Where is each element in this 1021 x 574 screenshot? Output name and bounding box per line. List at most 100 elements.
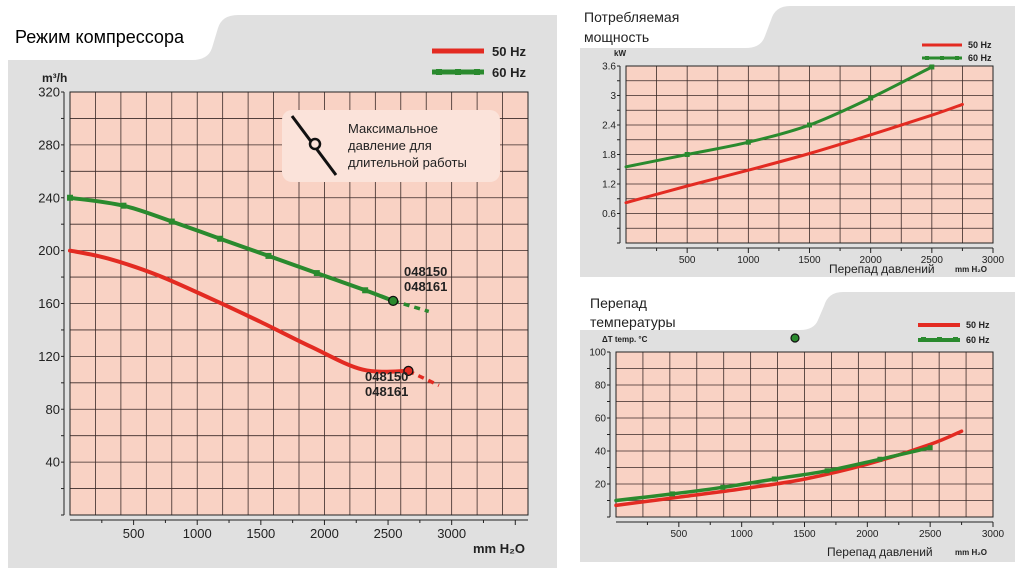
power-x-tick-label: 2500 [921,255,944,266]
power-marker-60hz [684,152,690,157]
power-x-tick-label: 500 [679,255,696,266]
annotation-line-3: длительной работы [348,155,467,170]
flow-ylabel: m³/h [42,71,67,85]
model-label-50hz-2: 048161 [365,384,408,399]
power-x-tick-label: 1500 [798,255,821,266]
flow-x-tick-label: 1500 [246,526,275,541]
model-label-60hz-1: 048150 [404,264,447,279]
flow-marker-60hz [265,252,272,259]
flow-y-tick-label: 120 [38,349,60,364]
power-x-tick-label: 2000 [860,255,883,266]
temp-line-50hz [614,429,964,508]
power-y-tick-label: 3.6 [602,62,616,73]
power-y-tick-label: 1.8 [602,150,616,161]
temp-marker-60hz [670,491,676,497]
power-xunit: mm H₂O [955,265,987,274]
power-y-tick-label: 2.4 [602,121,616,132]
flow-marker-60hz [217,235,224,242]
temp-x-tick-label: 3000 [982,529,1005,540]
temp-marker-60hz [824,468,830,474]
temp-y-tick-label: 20 [595,480,607,491]
flow-y-tick-label: 40 [46,455,60,470]
max-pressure-annotation: Максимальное давление для длительной раб… [282,110,500,182]
flow-x-tick-label: 500 [123,526,145,541]
temp-y-tick-label: 40 [595,447,607,458]
power-marker-60hz [745,139,751,145]
flow-extension-50hz [407,369,440,388]
flow-x-tick-label: 2000 [310,526,339,541]
temp-y-tick-label: 100 [589,348,606,359]
flow-y-tick-label: 160 [38,296,60,311]
temp-y-tick-label: 60 [595,414,607,425]
flow-legend-60hz: 60 Hz [492,65,526,80]
power-title-line2: мощность [584,29,649,45]
flow-marker-60hz [362,287,369,294]
flow-x-tick-label: 2500 [374,526,403,541]
flow-legend-50hz: 50 Hz [492,44,526,59]
temp-marker-60hz [771,476,777,482]
annotation-line-1: Максимальное [348,121,438,136]
power-xlabel: Перепад давлений [829,262,935,276]
power-frame [625,65,994,244]
temp-marker-60hz [720,484,726,490]
flow-y-tick-label: 240 [38,190,60,205]
temp-xlabel: Перепад давлений [827,545,933,559]
flow-line-50hz [68,248,411,374]
power-x-tick-label: 1000 [737,255,760,266]
power-ylabel: kW [614,49,626,58]
stray-marker-icon [790,333,800,343]
temp-legend-60hz: 60 Hz [966,335,990,345]
power-marker-60hz [868,95,874,101]
model-label-50hz-1: 048150 [365,369,408,384]
annotation-line-2: давление для [348,138,432,153]
flow-y-tick-label: 280 [38,137,60,152]
flow-frame [69,91,529,516]
temp-ylabel: ΔT temp. °C [602,335,648,344]
temp-frame [615,351,994,518]
flow-x-tick-label: 3000 [437,526,466,541]
temp-x-tick-label: 500 [670,529,687,540]
flow-y-tick-label: 200 [38,243,60,258]
flow-marker-60hz [168,218,175,225]
temp-plot: 500 1000 1500 2000 2500 3000 20 40 60 80 100 [589,348,1004,541]
flow-marker-60hz [67,194,73,201]
power-legend-50hz: 50 Hz [968,40,992,50]
temp-y-tick-label: 80 [595,381,607,392]
flow-marker-60hz [313,270,320,277]
flow-legend: 50 Hz 60 Hz [432,44,526,80]
power-line-50hz [624,102,964,205]
temp-x-tick-label: 1000 [731,529,754,540]
temp-title-line1: Перепад [590,295,647,311]
flow-y-tick-label: 320 [38,85,60,100]
temp-marker-60hz [927,445,933,451]
power-x-tick-label: 3000 [982,255,1005,266]
flow-max-point-60hz [387,295,399,307]
temp-xunit: mm H₂O [955,548,987,557]
flow-x-tick-label: 1000 [183,526,212,541]
power-marker-60hz [807,122,812,128]
flow-marker-60hz [120,202,127,209]
power-title-line1: Потребляемая [584,9,679,25]
flow-title: Режим компрессора [15,27,185,47]
flow-y-tick-label: 80 [46,402,60,417]
temp-legend-50hz: 50 Hz [966,320,990,330]
temp-x-tick-label: 1500 [793,529,816,540]
power-marker-60hz [929,64,935,70]
flow-line-60hz [68,195,396,303]
temp-title-line2: температуры [590,314,676,330]
power-plot: 500 1000 1500 2000 2500 3000 0.6 1.2 1.8 2.4 3 3.6 [602,62,1004,267]
model-label-60hz-2: 048161 [404,279,447,294]
temp-x-tick-label: 2500 [919,529,942,540]
power-y-tick-label: 1.2 [602,180,616,191]
power-y-tick-label: 3 [610,91,616,102]
power-legend: 50 Hz 60 Hz [922,40,992,63]
power-y-tick-label: 0.6 [602,209,616,220]
temp-legend: 50 Hz 60 Hz [918,320,990,345]
power-legend-60hz: 60 Hz [968,53,992,63]
temp-marker-60hz [877,456,883,462]
flow-max-point-50hz [403,365,414,377]
power-line-60hz [624,65,934,169]
flow-xlabel: mm H₂O [473,541,525,556]
temp-x-tick-label: 2000 [856,529,879,540]
